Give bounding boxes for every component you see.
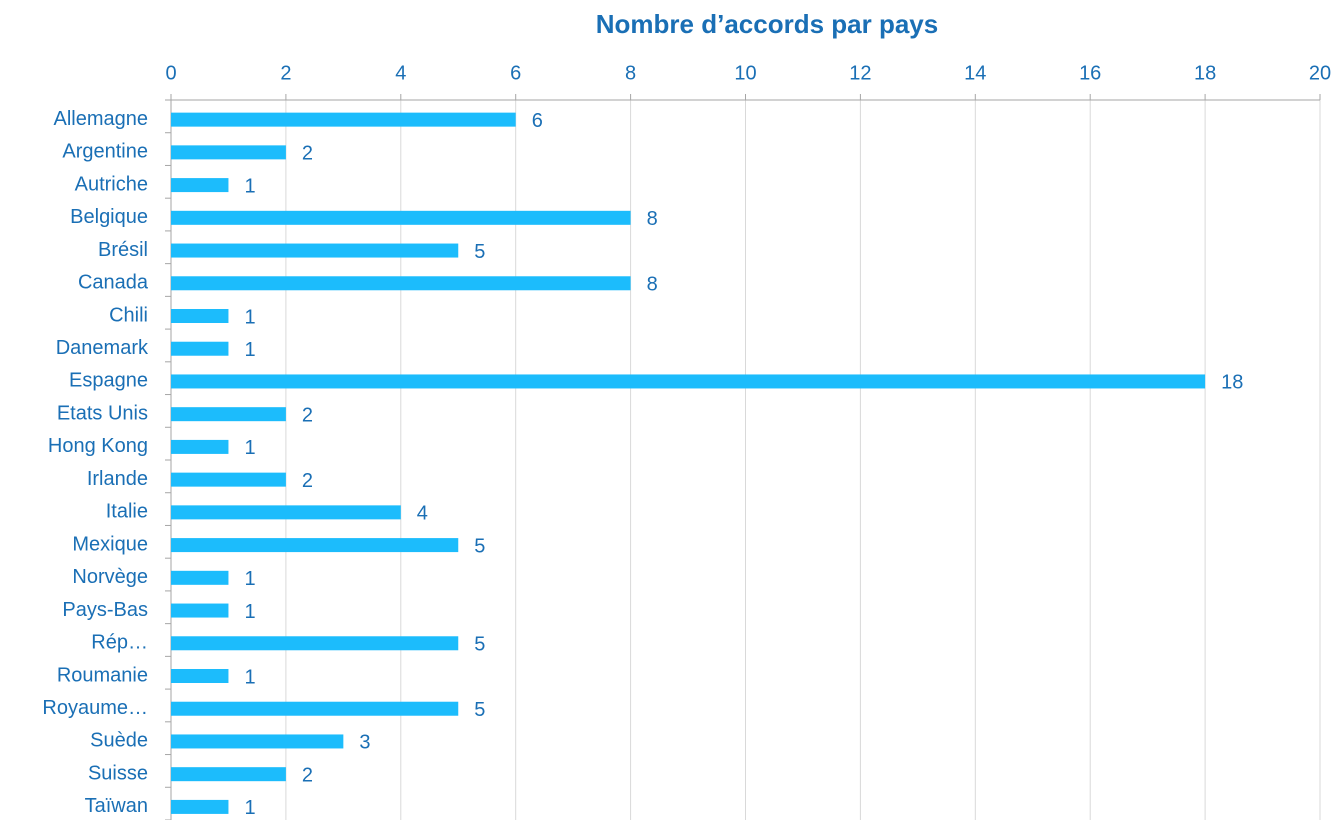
x-tick-label: 16 [1079,62,1101,84]
value-label: 2 [302,143,313,165]
y-tick-label: Suède [90,730,148,752]
x-tick-label: 2 [280,62,291,84]
y-tick-label: Suisse [88,762,148,784]
value-label: 8 [647,208,658,230]
y-tick-label: Irlande [87,468,148,490]
y-tick-label: Taïwan [85,795,148,817]
chart-title: Nombre d’accords par pays [596,9,938,39]
value-label: 2 [302,764,313,786]
y-tick-label: Hong Kong [48,435,148,457]
value-label: 1 [244,568,255,590]
value-label: 1 [244,175,255,197]
bar [171,636,459,651]
x-tick-label: 8 [625,62,636,84]
value-label: 5 [474,241,485,263]
value-label: 5 [474,535,485,557]
y-tick-label: Allemagne [53,108,148,130]
bar [171,374,1206,389]
x-tick-label: 4 [395,62,406,84]
y-tick-label: Danemark [56,337,149,359]
x-tick-label: 6 [510,62,521,84]
y-tick-label: Roumanie [57,664,148,686]
value-label: 2 [302,470,313,492]
x-tick-label: 10 [734,62,756,84]
bar [171,603,229,618]
y-tick-label: Etats Unis [57,402,148,424]
y-tick-label: Rép… [91,632,148,654]
x-tick-label: 14 [964,62,986,84]
value-label: 4 [417,503,428,525]
value-label: 6 [532,110,543,132]
bar [171,178,229,193]
bar [171,407,286,422]
y-tick-label: Autriche [75,173,148,195]
bar [171,734,344,749]
bar [171,472,286,487]
bar [171,341,229,356]
y-tick-label: Royaume… [42,697,148,719]
value-label: 2 [302,404,313,426]
value-label: 8 [647,274,658,296]
bar [171,439,229,454]
y-tick-label: Espagne [69,370,148,392]
bar [171,112,516,127]
value-label: 1 [244,437,255,459]
y-tick-label: Italie [106,501,148,523]
bar [171,276,631,291]
x-tick-label: 12 [849,62,871,84]
y-tick-label: Pays-Bas [62,599,148,621]
bar [171,210,631,225]
bar [171,767,286,782]
bar [171,505,401,520]
y-tick-label: Canada [78,272,149,294]
value-label: 3 [359,732,370,754]
bar [171,669,229,683]
value-label: 1 [244,339,255,361]
bar [171,309,229,323]
y-tick-label: Mexique [72,533,148,555]
value-label: 5 [474,699,485,721]
bar [171,243,459,258]
value-label: 5 [474,634,485,656]
y-tick-label: Argentine [62,141,148,163]
value-label: 18 [1221,372,1243,394]
x-tick-label: 18 [1194,62,1216,84]
y-tick-label: Belgique [70,206,148,228]
y-tick-label: Chili [109,304,148,326]
y-tick-label: Norvège [72,566,148,588]
bar [171,570,229,585]
bar [171,538,459,553]
bar [171,799,229,814]
bar [171,701,459,716]
x-tick-label: 0 [165,62,176,84]
value-label: 1 [244,601,255,623]
value-label: 1 [244,797,255,819]
x-tick-label: 20 [1309,62,1331,84]
y-tick-label: Brésil [98,239,148,261]
bar [171,145,286,160]
value-label: 1 [244,306,255,328]
value-label: 1 [244,666,255,688]
